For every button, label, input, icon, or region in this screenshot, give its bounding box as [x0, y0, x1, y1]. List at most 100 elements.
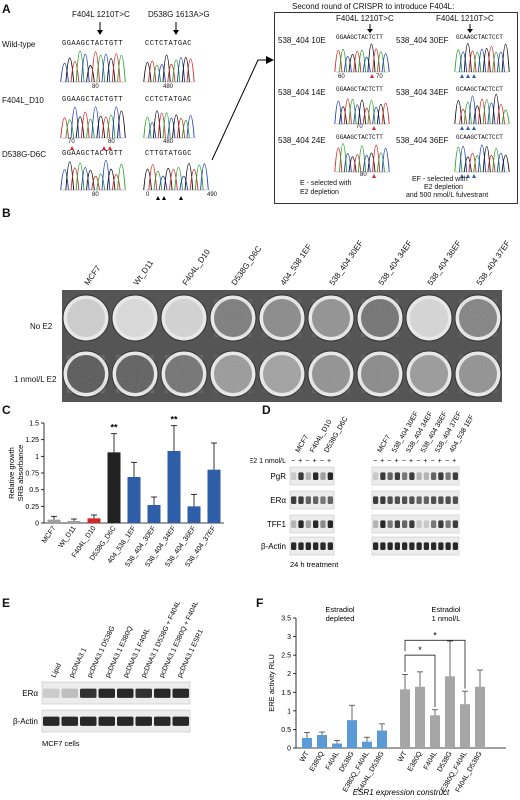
d-sign: +: [452, 458, 456, 465]
clone-10e-trace-peak: [343, 56, 352, 73]
d-blot-right-band: [423, 520, 429, 528]
clone-14e-trace-peak: [358, 99, 366, 125]
wt-trace2: [143, 54, 195, 83]
d-band-label: β-Actin: [261, 542, 286, 551]
e-col-label: pcDNA3.1: [68, 647, 88, 679]
clone-34ef-trace-peak: [487, 102, 496, 125]
d-blot-right-band: [416, 542, 422, 550]
wt-tick2: 480: [163, 84, 174, 90]
plate-colonies: [410, 299, 448, 337]
d-blot-right-band: [438, 496, 444, 504]
f-estradiol-bar: [445, 676, 455, 748]
clone-ef-marker: [460, 174, 464, 178]
d538g-trace1-peak: [75, 162, 85, 191]
d-blot-left-band: [313, 472, 319, 480]
d-blot-right-band: [431, 472, 437, 480]
plate-well: [356, 294, 404, 342]
plate-well: [160, 294, 208, 342]
tick-24e-80: 80: [360, 172, 367, 178]
f404l-trace1-peak: [91, 106, 100, 139]
wt-trace1-peak: [106, 58, 116, 83]
clone-36ef-trace: [454, 144, 510, 173]
tick-14e-70: 70: [356, 124, 363, 130]
clone-ef-marker: [466, 174, 470, 178]
f404l-trace2-peak: [172, 114, 181, 139]
e-blot-actin-band: [61, 716, 78, 726]
e-blot-actin-band: [98, 716, 115, 726]
clone-34ef-trace-peak: [496, 104, 505, 125]
clone-14e-trace-peak: [367, 100, 376, 125]
clone-34ef-trace-peak: [473, 105, 482, 125]
clone-36ef-trace-peak: [478, 144, 486, 173]
clone-30ef-trace-peak: [478, 48, 486, 73]
e-blot-era: [41, 681, 191, 705]
c-ytick-label: 0.75: [25, 471, 39, 478]
plate-texture: [263, 355, 301, 393]
d-sign: −: [387, 458, 391, 465]
d-blot-left-band: [291, 542, 297, 550]
d538g-seq1: GGAAGCTACTGTT: [62, 150, 124, 158]
d-sign: +: [380, 458, 384, 465]
panel-label-f: F: [256, 596, 264, 610]
plate-well: [209, 294, 257, 342]
clone-24e-trace-peak: [343, 153, 352, 173]
c-ytick-label: 0: [35, 521, 39, 528]
clone-36ef-trace-peak: [492, 148, 501, 173]
f-depleted-bar: [377, 730, 387, 748]
plate-texture: [67, 299, 105, 337]
plate-texture: [459, 299, 497, 337]
e-footer: MCF7 cells: [42, 739, 80, 748]
d538g-trace2-peak: [184, 163, 194, 191]
d-footer: 24 h treatment: [290, 560, 339, 569]
d-blot-right-band: [445, 472, 451, 480]
d-blot-left-band: [313, 542, 319, 550]
wt-trace2-peak: [162, 54, 171, 83]
wt-trace2-peak: [181, 57, 190, 83]
d538g-trace1-peak: [117, 163, 126, 191]
f404l-trace1: [60, 106, 126, 139]
d-sign: +: [313, 458, 317, 465]
plate-colonies: [116, 299, 154, 337]
plate-texture: [214, 299, 252, 337]
d-blot-right-band: [445, 496, 451, 504]
d-blot-right-band: [394, 520, 400, 528]
f404l-trace2-peak: [162, 112, 171, 139]
f404l-trace1-peak: [106, 114, 116, 139]
plate-texture: [165, 299, 203, 337]
d-blot-right-band: [431, 520, 437, 528]
black-marker-arrow: [156, 196, 160, 200]
d538g-tick1: 80: [92, 192, 99, 198]
f404l-trace2-peak: [143, 116, 152, 139]
clone-36ef-trace-peak: [473, 155, 482, 173]
d-sign: +: [395, 458, 399, 465]
d-blot-left-frame: [289, 536, 335, 556]
e-blot-actin-band: [154, 716, 171, 726]
wt-trace1-peak: [75, 50, 85, 83]
plate-texture: [361, 299, 399, 337]
c-sig-mark: **: [110, 423, 118, 433]
red-marker-arrow: [108, 146, 112, 150]
wt-trace1-peak: [111, 53, 121, 83]
e-blot-era-band: [117, 688, 134, 698]
clone-24e-trace: [334, 143, 390, 173]
f404l-trace1-peak: [96, 115, 106, 139]
black-marker-arrow: [179, 196, 183, 200]
clone-label-10e: 538_404 10E: [278, 36, 326, 45]
clone-seq-34ef: GCAAGCTACTCCT: [456, 86, 503, 93]
plate-well: [307, 350, 355, 398]
d-blot-right: [371, 490, 460, 510]
d-blot-left-band: [320, 520, 326, 528]
row-label-wildtype: Wild-type: [2, 40, 36, 49]
wt-trace1: [60, 50, 126, 83]
clone-30ef-trace-peak: [501, 44, 510, 73]
chromatograms-right: [334, 24, 510, 178]
clone-30ef-trace: [454, 43, 510, 73]
c-ytick-label: 1.5: [29, 421, 39, 428]
clone-seq-10e: GGAAGCTACTCTT: [336, 34, 383, 41]
d-blot-right-frame: [371, 514, 460, 534]
d538g-trace1-peak: [70, 167, 80, 191]
clone-36ef-trace-peak: [501, 154, 510, 173]
d-blot-right-band: [394, 472, 400, 480]
d538g-trace1-peak: [101, 159, 111, 191]
